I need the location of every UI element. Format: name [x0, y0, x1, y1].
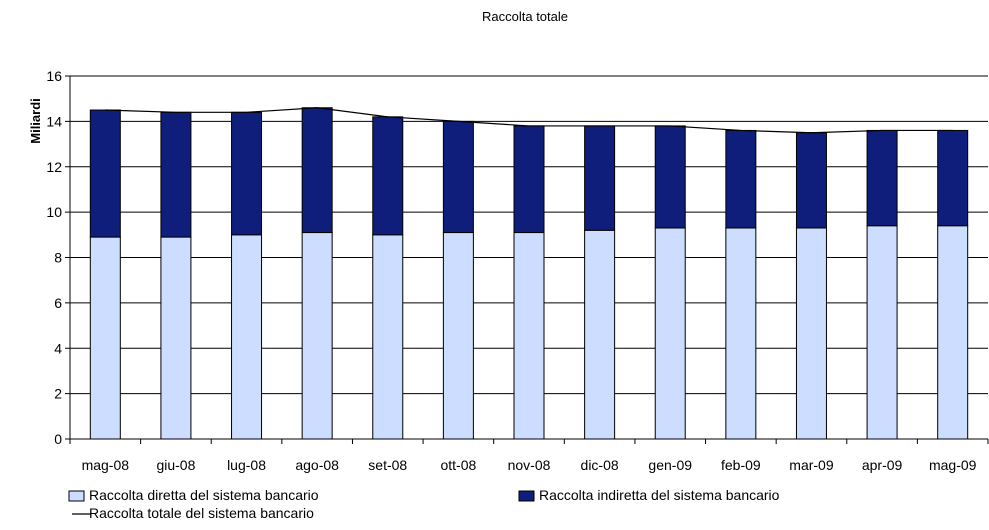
bar-diretta [231, 234, 263, 440]
y-tick-label: 4 [54, 340, 62, 356]
x-tick-label: gen-09 [648, 457, 692, 473]
bar-diretta [442, 232, 474, 440]
legend-swatch [518, 490, 535, 502]
x-tick-label: feb-09 [721, 457, 761, 473]
total-line [105, 107, 953, 134]
y-tick-label: 16 [46, 68, 62, 84]
y-tick-label: 14 [46, 113, 62, 129]
x-tick-label: mar-09 [789, 457, 834, 473]
bar-indiretta [372, 116, 404, 236]
bar-diretta [937, 225, 969, 440]
bar-diretta [301, 232, 333, 440]
bar-diretta [513, 232, 545, 440]
bar-indiretta [513, 125, 545, 234]
total-series-line [105, 107, 953, 134]
bar-indiretta [937, 129, 969, 227]
bar-diretta [654, 227, 686, 440]
x-tick-label: nov-08 [508, 457, 551, 473]
legend-label: Raccolta diretta del sistema bancario [89, 487, 319, 503]
legend: Raccolta diretta del sistema bancario Rac… [68, 487, 780, 521]
bar-diretta [725, 227, 757, 440]
x-axis-ticks: mag-08 giu-08 lug-08 ago-08 set-08 ott-08 nov-… [69, 439, 989, 473]
bar-diretta [584, 229, 616, 440]
x-tick-label: lug-08 [227, 457, 266, 473]
y-tick-label: 6 [54, 295, 62, 311]
bar-indiretta [231, 111, 263, 236]
y-tick-label: 8 [54, 250, 62, 266]
bar-diretta [866, 225, 898, 440]
bar-indiretta [584, 125, 616, 231]
y-axis-ticks: 0 2 4 6 8 10 12 14 16 [46, 68, 70, 447]
x-tick-label: set-08 [368, 457, 407, 473]
legend-label: Raccolta indiretta del sistema bancario [539, 487, 780, 503]
x-tick-label: mag-08 [82, 457, 130, 473]
bar-indiretta [442, 120, 474, 234]
y-tick-label: 10 [46, 204, 62, 220]
y-tick-label: 2 [54, 386, 62, 402]
bar-indiretta [160, 111, 192, 238]
bar-indiretta [89, 109, 121, 238]
x-tick-label: apr-09 [862, 457, 903, 473]
bar-diretta [89, 236, 121, 440]
legend-label: Raccolta totale del sistema bancario [89, 505, 314, 521]
bar-indiretta [866, 129, 898, 227]
legend-swatch [68, 490, 85, 502]
bar-indiretta [795, 132, 827, 229]
bar-indiretta [654, 125, 686, 229]
bar-indiretta [725, 129, 757, 229]
bar-indiretta [301, 107, 333, 234]
bars [89, 107, 969, 440]
bar-diretta [795, 227, 827, 440]
y-axis-label: Miliardi [28, 98, 43, 144]
bar-diretta [372, 234, 404, 440]
x-tick-label: mag-09 [929, 457, 977, 473]
y-tick-label: 12 [46, 159, 62, 175]
x-tick-label: dic-08 [581, 457, 619, 473]
axes [69, 76, 988, 440]
x-tick-label: ott-08 [440, 457, 476, 473]
x-tick-label: giu-08 [156, 457, 195, 473]
x-tick-label: ago-08 [295, 457, 339, 473]
y-tick-label: 0 [54, 431, 62, 447]
chart-title: Raccolta totale [482, 9, 568, 24]
bar-diretta [160, 236, 192, 440]
